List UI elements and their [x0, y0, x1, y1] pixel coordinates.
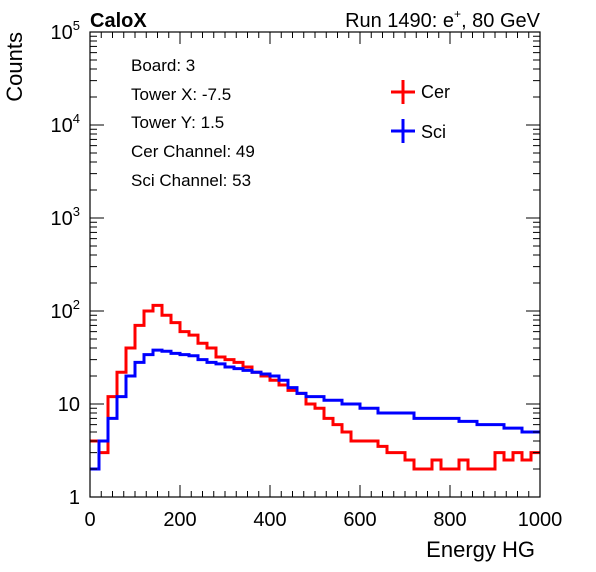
y-tick-exponent: 4: [73, 111, 80, 126]
info-cer-channel: Cer Channel: 49: [131, 142, 255, 161]
run-label-sup: +: [454, 7, 461, 21]
y-tick-exponent: 2: [73, 297, 80, 312]
x-tick-label: 400: [253, 509, 286, 531]
legend-label-cer: Cer: [421, 82, 450, 102]
y-tick-label: 105: [51, 18, 80, 44]
series-cer-line: [90, 303, 540, 471]
y-tick-base: 10: [58, 394, 80, 416]
y-tick-exponent: 3: [73, 204, 80, 219]
y-tick-label: 102: [51, 297, 80, 323]
y-tick-base: 1: [69, 487, 80, 509]
y-tick-base: 10: [51, 301, 73, 323]
y-tick-base: 10: [51, 208, 73, 230]
x-tick-label: 600: [343, 509, 376, 531]
y-tick-exponent: 5: [73, 18, 80, 33]
x-tick-label: 200: [163, 509, 196, 531]
x-tick-label: 800: [433, 509, 466, 531]
info-sci-channel: Sci Channel: 53: [131, 171, 251, 190]
info-block: Board: 3 Tower X: -7.5 Tower Y: 1.5 Cer …: [131, 56, 255, 190]
y-tick-label: 1: [69, 487, 80, 509]
y-tick-base: 10: [51, 22, 73, 44]
x-axis-label: Energy HG: [426, 537, 535, 562]
x-tick-label: 1000: [518, 509, 563, 531]
y-axis-label: Counts: [2, 32, 27, 102]
y-tick-label: 10: [58, 394, 80, 416]
info-tower-y: Tower Y: 1.5: [131, 113, 224, 132]
y-tick-label: 103: [51, 204, 80, 230]
legend-label-sci: Sci: [421, 122, 446, 142]
series-sci-line: [90, 348, 540, 471]
run-label: Run 1490: e+, 80 GeV: [345, 7, 541, 32]
series-layer: [90, 303, 540, 471]
run-label-main: Run 1490: e: [345, 10, 454, 32]
y-tick-label: 104: [51, 111, 80, 137]
legend-entry-cer: Cer: [391, 80, 450, 104]
info-tower-x: Tower X: -7.5: [131, 85, 231, 104]
experiment-label: CaloX: [90, 10, 147, 32]
legend: Cer Sci: [391, 80, 450, 143]
x-tick-label: 0: [84, 509, 95, 531]
y-tick-base: 10: [51, 115, 73, 137]
x-tick-labels: 0 200 400 600 800 1000: [84, 509, 562, 531]
info-board: Board: 3: [131, 56, 195, 75]
tick-layer: [89, 32, 541, 498]
run-label-tail: , 80 GeV: [461, 10, 541, 32]
legend-entry-sci: Sci: [391, 119, 446, 143]
